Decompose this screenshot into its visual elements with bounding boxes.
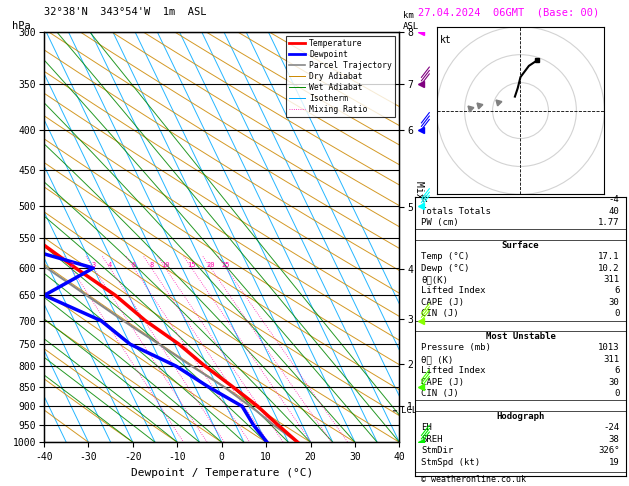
Text: θᴀ(K): θᴀ(K) [421,275,448,284]
Text: 38: 38 [609,435,620,444]
Text: 1.77: 1.77 [598,218,620,227]
Text: km
ASL: km ASL [403,11,419,31]
Text: 15: 15 [187,262,196,268]
Text: 30: 30 [609,298,620,307]
Text: 8: 8 [149,262,153,268]
Text: © weatheronline.co.uk: © weatheronline.co.uk [421,474,526,484]
Text: 10: 10 [161,262,170,268]
Text: 27.04.2024  06GMT  (Base: 00): 27.04.2024 06GMT (Base: 00) [418,7,599,17]
Text: CIN (J): CIN (J) [421,389,459,398]
Text: Totals Totals: Totals Totals [421,207,491,215]
Text: Most Unstable: Most Unstable [486,332,555,341]
Y-axis label: Mixing Ratio (g/kg): Mixing Ratio (g/kg) [414,181,424,293]
Legend: Temperature, Dewpoint, Parcel Trajectory, Dry Adiabat, Wet Adiabat, Isotherm, Mi: Temperature, Dewpoint, Parcel Trajectory… [286,35,396,117]
Text: 20: 20 [206,262,215,268]
Text: Hodograph: Hodograph [496,412,545,421]
Text: 1013: 1013 [598,344,620,352]
Text: 311: 311 [603,355,620,364]
Text: 2: 2 [69,262,74,268]
Text: Dewp (°C): Dewp (°C) [421,263,470,273]
Text: CAPE (J): CAPE (J) [421,298,464,307]
Text: 326°: 326° [598,446,620,455]
Text: StmDir: StmDir [421,446,454,455]
Text: PW (cm): PW (cm) [421,218,459,227]
Text: 6: 6 [131,262,136,268]
Text: Pressure (mb): Pressure (mb) [421,344,491,352]
Text: 40: 40 [609,207,620,215]
Text: kt: kt [440,35,451,45]
Text: 6: 6 [614,286,620,295]
Text: SREH: SREH [421,435,443,444]
Text: 19: 19 [609,458,620,467]
Text: Lifted Index: Lifted Index [421,286,486,295]
Text: 311: 311 [603,275,620,284]
Text: StmSpd (kt): StmSpd (kt) [421,458,481,467]
X-axis label: Dewpoint / Temperature (°C): Dewpoint / Temperature (°C) [131,468,313,478]
Text: 0: 0 [614,309,620,318]
Text: 32°38'N  343°54'W  1m  ASL: 32°38'N 343°54'W 1m ASL [44,7,206,17]
Text: CAPE (J): CAPE (J) [421,378,464,387]
Text: -4: -4 [609,195,620,204]
Text: Lifted Index: Lifted Index [421,366,486,375]
Text: 10.2: 10.2 [598,263,620,273]
Text: 3: 3 [91,262,96,268]
Text: CIN (J): CIN (J) [421,309,459,318]
Text: 0: 0 [614,389,620,398]
Text: 30: 30 [609,378,620,387]
Text: hPa: hPa [12,21,31,31]
Text: Temp (°C): Temp (°C) [421,252,470,261]
Text: θᴀ (K): θᴀ (K) [421,355,454,364]
Text: 17.1: 17.1 [598,252,620,261]
Text: EH: EH [421,423,432,433]
Text: 6: 6 [614,366,620,375]
Text: 4: 4 [108,262,112,268]
Text: Surface: Surface [502,241,539,250]
Text: 25: 25 [222,262,230,268]
Text: K: K [421,195,427,204]
Text: LCL: LCL [401,406,417,416]
Text: -24: -24 [603,423,620,433]
